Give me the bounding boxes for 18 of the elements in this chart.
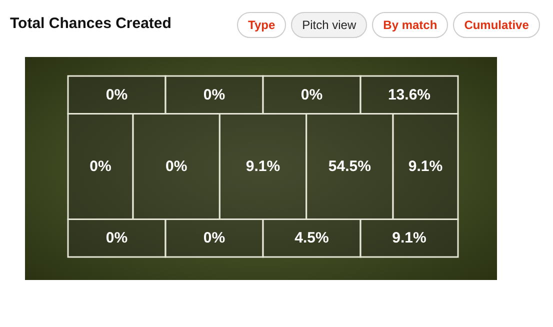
data-label: 54.5% <box>328 158 371 175</box>
data-label: 9.1% <box>246 158 280 175</box>
text: Total Chances Created <box>10 15 172 32</box>
text: Pitch view <box>291 12 368 38</box>
data-label: 13.6% <box>388 86 431 104</box>
data-label: 9.1% <box>408 158 443 175</box>
text: By match <box>372 12 448 38</box>
data-label: 9.1% <box>392 230 426 247</box>
data-label: 0% <box>165 158 188 175</box>
text: Type <box>237 12 286 38</box>
data-label: 0% <box>203 230 226 247</box>
data-label: 0% <box>300 86 323 104</box>
data-label: 0% <box>106 230 128 247</box>
text: Cumulative <box>453 12 540 38</box>
data-label: 0% <box>106 86 128 104</box>
data-label: 0% <box>90 158 112 175</box>
data-label: 4.5% <box>294 230 329 247</box>
data-label: 0% <box>203 86 226 104</box>
